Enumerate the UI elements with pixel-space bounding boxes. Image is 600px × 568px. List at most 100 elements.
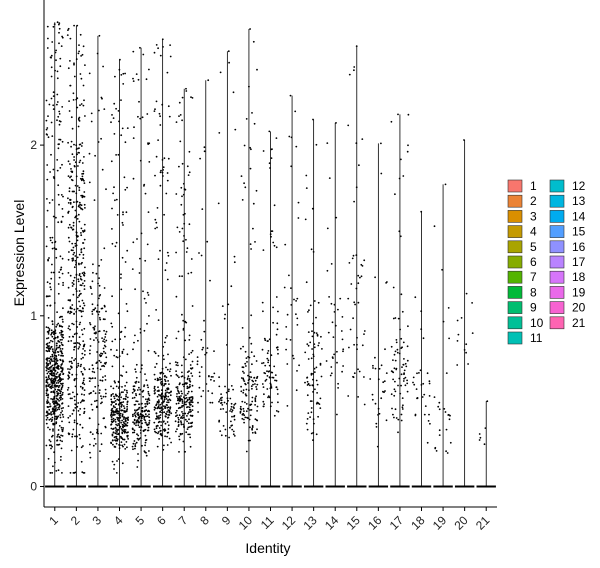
data-point-14: [341, 370, 343, 373]
data-point-1: [51, 419, 54, 421]
data-point-1: [56, 439, 58, 442]
data-point-5: [145, 78, 148, 81]
data-point-6: [169, 362, 171, 365]
data-point-6: [167, 380, 170, 382]
data-point-1: [60, 388, 63, 391]
data-point-5: [146, 291, 149, 294]
data-point-5: [133, 126, 135, 129]
data-point-4: [111, 295, 113, 298]
data-point-5: [146, 322, 148, 325]
data-point-4: [110, 121, 112, 124]
data-point-17: [404, 376, 407, 379]
data-point-17: [403, 369, 406, 372]
data-point-12: [293, 298, 295, 301]
data-point-10: [250, 403, 253, 406]
data-point-7: [178, 275, 181, 278]
data-point-3: [104, 388, 107, 391]
data-point-1: [62, 416, 65, 418]
data-point-7: [188, 398, 191, 401]
data-point-5: [137, 414, 140, 417]
data-point-2: [82, 379, 85, 382]
data-point-1: [61, 163, 63, 166]
data-point-18: [428, 382, 431, 385]
data-point-1: [58, 203, 60, 206]
data-point-2: [82, 348, 84, 350]
data-point-7: [180, 421, 183, 424]
data-point-5: [132, 241, 135, 244]
data-point-4: [125, 424, 128, 427]
data-point-2: [67, 393, 70, 396]
data-point-6: [164, 406, 166, 409]
data-point-6: [156, 424, 159, 427]
data-point-1: [46, 209, 49, 212]
data-point-2: [80, 248, 83, 250]
data-point-3: [103, 338, 106, 341]
data-point-11: [261, 362, 263, 365]
legend-label-14: 14: [572, 209, 586, 223]
data-point-1: [45, 379, 48, 381]
data-point-2: [71, 373, 74, 376]
data-point-1: [47, 412, 49, 415]
data-point-3: [91, 280, 94, 283]
data-point-4: [113, 463, 116, 466]
data-point-17: [401, 397, 404, 399]
data-point-3: [99, 368, 102, 371]
data-point-8: [203, 330, 206, 333]
data-point-1: [55, 402, 58, 404]
data-point-2: [84, 115, 86, 117]
data-point-19: [437, 405, 440, 408]
data-point-11: [271, 401, 273, 404]
data-point-7: [188, 401, 191, 404]
data-point-9: [229, 410, 232, 412]
data-point-2: [81, 386, 84, 389]
data-point-3: [101, 97, 103, 100]
data-point-1: [47, 37, 49, 40]
data-point-6: [156, 379, 159, 382]
data-point-3: [88, 380, 91, 382]
data-point-1: [57, 193, 60, 196]
data-point-10: [248, 336, 251, 339]
data-point-18: [423, 413, 426, 416]
data-point-1: [58, 406, 61, 408]
data-point-1: [59, 459, 62, 461]
data-point-5: [138, 272, 141, 274]
data-point-1: [61, 215, 64, 218]
data-point-5: [145, 439, 148, 441]
data-point-18: [426, 441, 429, 444]
data-point-5: [148, 161, 151, 163]
legend-label-4: 4: [530, 225, 537, 239]
data-point-6: [156, 207, 159, 209]
data-point-6: [164, 383, 167, 385]
data-point-3: [96, 405, 98, 408]
data-point-5: [147, 423, 150, 426]
data-point-3: [100, 432, 103, 435]
data-point-2: [79, 177, 82, 180]
data-point-3: [92, 444, 95, 447]
data-point-10: [242, 378, 245, 381]
data-point-17: [392, 359, 394, 361]
data-point-3: [104, 425, 107, 428]
data-point-13: [306, 380, 309, 383]
data-point-13: [313, 300, 316, 302]
data-point-2: [83, 304, 86, 307]
data-point-5: [134, 445, 137, 448]
data-point-5: [148, 422, 151, 424]
data-point-13: [311, 348, 313, 350]
data-point-2: [82, 104, 85, 107]
data-point-1: [56, 376, 58, 379]
data-point-2: [81, 352, 84, 355]
data-point-3: [92, 263, 94, 266]
data-point-5: [147, 426, 150, 429]
data-point-4: [115, 442, 118, 445]
data-point-4: [110, 409, 113, 412]
data-point-17: [400, 337, 403, 340]
data-point-1: [47, 136, 50, 139]
data-point-2: [67, 327, 70, 330]
data-point-1: [46, 416, 49, 419]
data-point-1: [49, 286, 52, 288]
data-point-4: [110, 418, 113, 421]
data-point-20: [465, 343, 468, 346]
data-point-2: [77, 362, 80, 365]
data-point-5: [134, 415, 137, 418]
data-point-2: [80, 315, 83, 318]
